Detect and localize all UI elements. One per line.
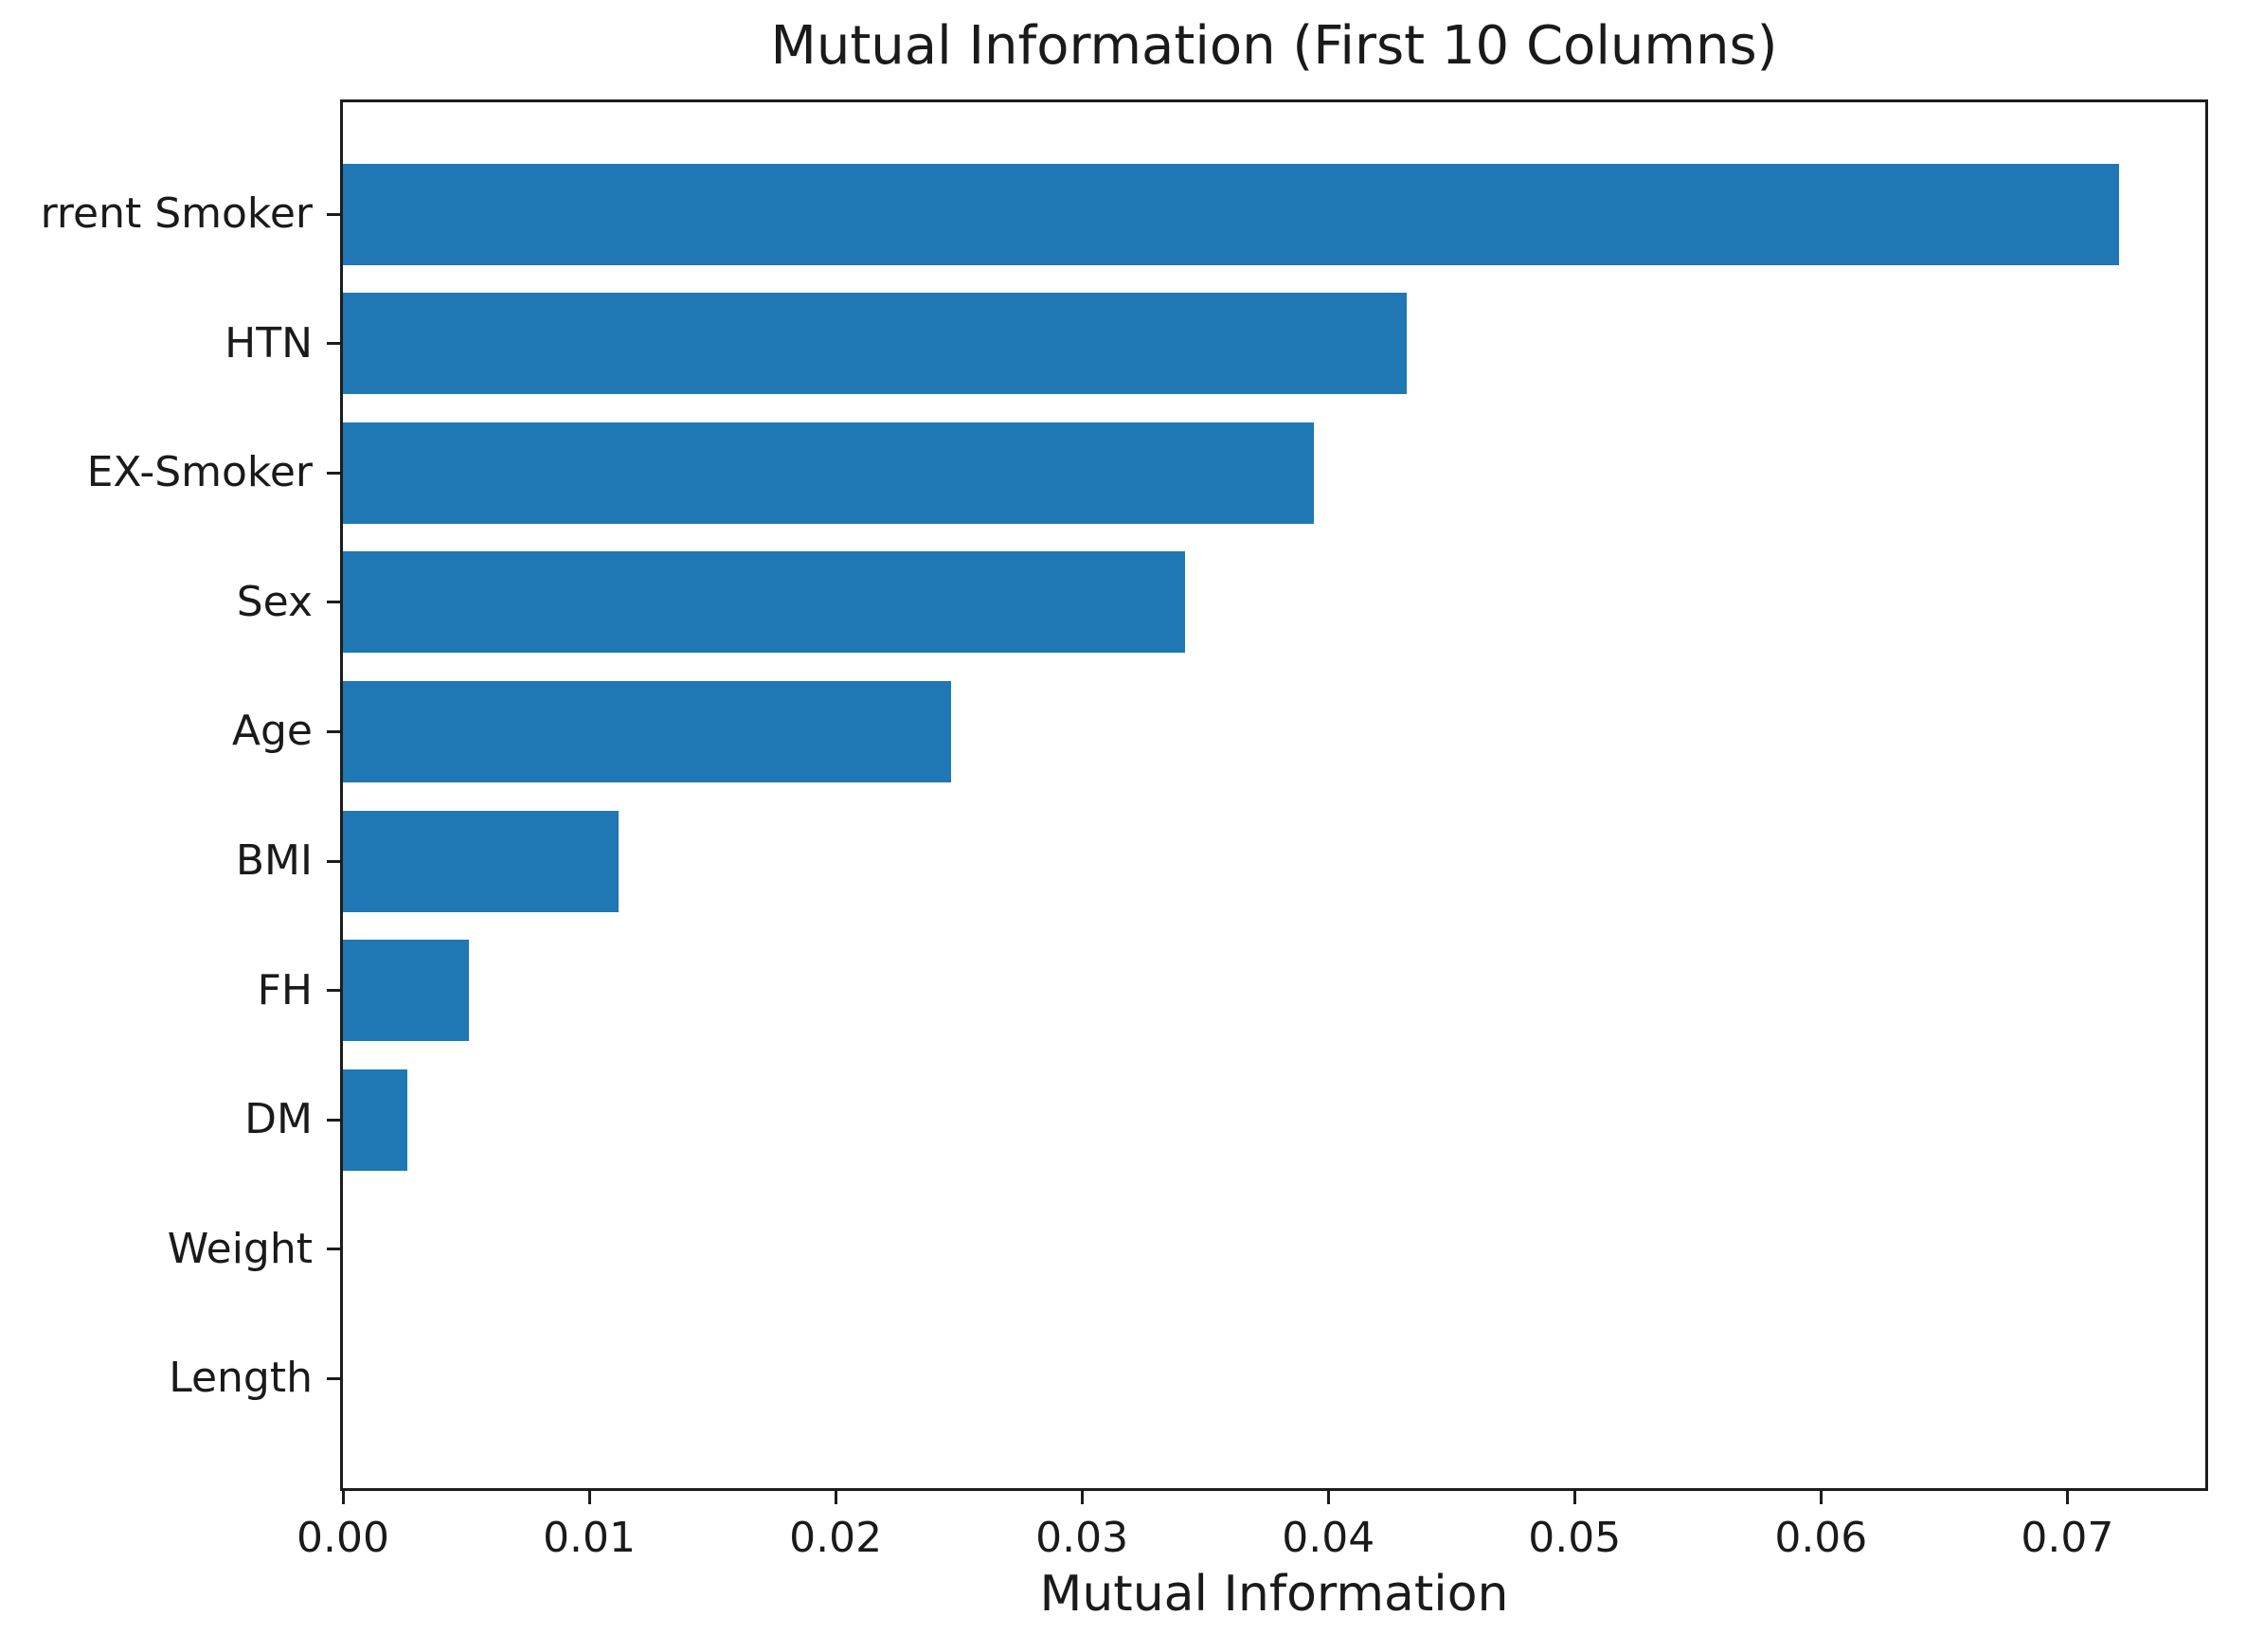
x-tick-label: 0.07 [2021,1514,2114,1562]
x-tick-label: 0.02 [789,1514,883,1562]
bar-bmi [343,810,619,912]
bar-ex-smoker [343,422,1314,524]
x-axis-label: Mutual Information [1039,1566,1509,1623]
y-tick-mark [327,471,341,475]
bar-age [343,680,951,782]
x-tick-label: 0.05 [1528,1514,1622,1562]
bar-dm [343,1068,407,1171]
y-tick-mark [327,1248,341,1251]
y-tick-label: Length [169,1354,313,1403]
x-tick-mark [1572,1491,1576,1504]
y-tick-mark [327,342,341,346]
x-tick-label: 0.01 [543,1514,637,1562]
y-tick-mark [327,989,341,993]
x-tick-mark [587,1491,591,1504]
bar-fh [343,940,469,1042]
y-tick-mark [327,729,341,733]
x-tick-mark [834,1491,837,1504]
plot-area [340,99,2208,1491]
x-tick-mark [1326,1491,1330,1504]
y-tick-mark [327,601,341,604]
y-tick-label: Weight [167,1224,313,1273]
chart-title: Mutual Information (First 10 Columns) [770,15,1778,77]
x-tick-mark [1080,1491,1084,1504]
y-tick-label: BMI [235,836,313,885]
x-tick-mark [2065,1491,2069,1504]
bar-htn [343,293,1407,395]
bar-sex [343,551,1185,654]
y-tick-mark [327,1118,341,1122]
x-tick-label: 0.00 [296,1514,389,1562]
y-tick-label: EX-Smoker [86,448,313,497]
x-tick-label: 0.06 [1774,1514,1868,1562]
y-tick-mark [327,859,341,863]
y-tick-mark [327,212,341,216]
y-tick-label: DM [244,1095,313,1144]
y-tick-label: rrent Smoker [40,189,313,238]
y-tick-mark [327,1376,341,1380]
x-tick-mark [341,1491,345,1504]
y-tick-label: Age [231,707,313,756]
x-tick-label: 0.04 [1282,1514,1375,1562]
y-tick-label: Sex [236,577,313,626]
x-tick-label: 0.03 [1035,1514,1129,1562]
bar-rrent-smoker [343,163,2119,265]
y-tick-label: FH [257,965,313,1015]
y-tick-label: HTN [225,318,313,368]
x-tick-mark [1819,1491,1823,1504]
